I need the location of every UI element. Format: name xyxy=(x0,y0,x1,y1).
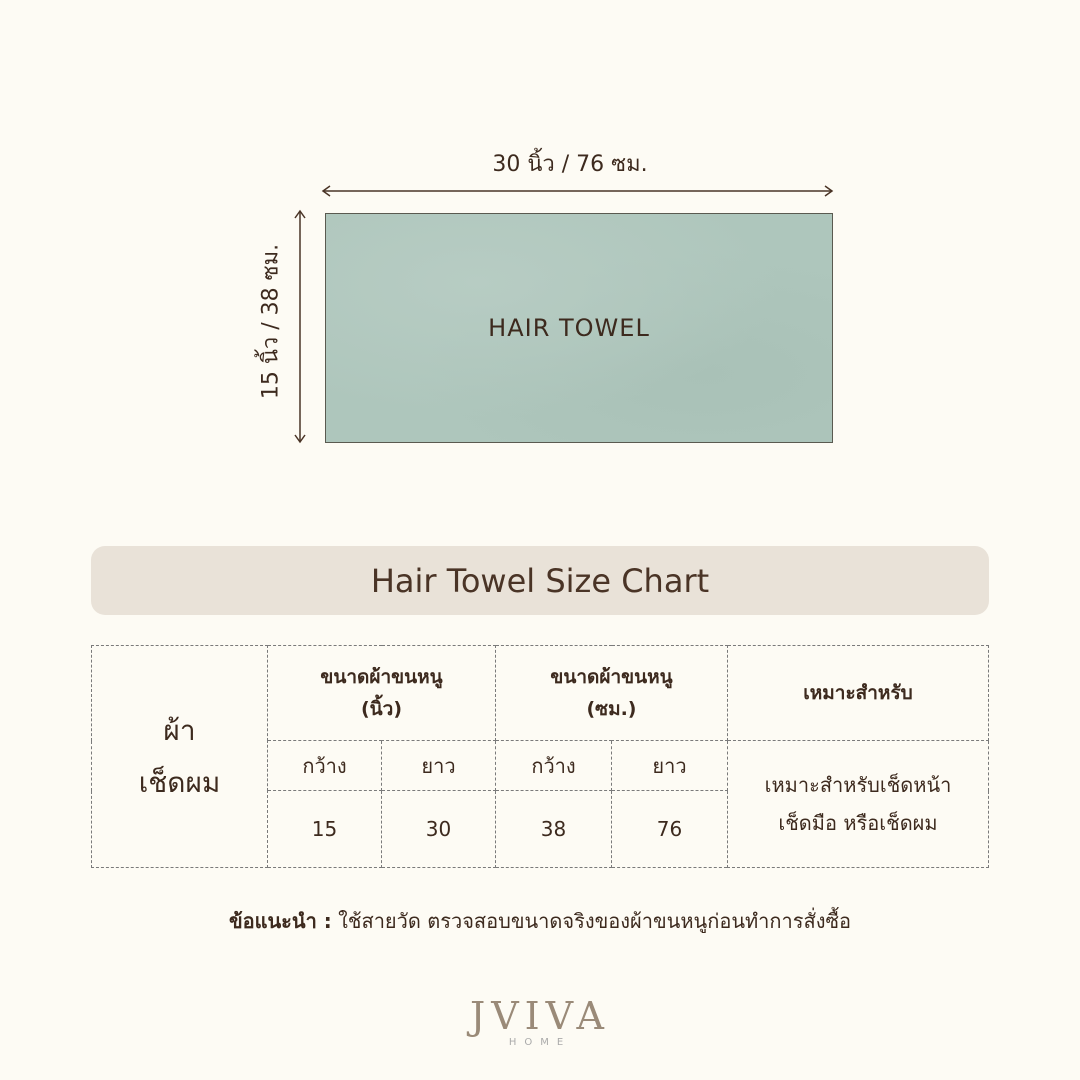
towel-label: HAIR TOWEL xyxy=(488,314,650,342)
header-suitable-for: เหมาะสำหรับ xyxy=(727,645,989,741)
note-label: ข้อแนะนำ : xyxy=(228,909,332,933)
height-dimension-label: 15 นิ้ว / 38 ซม. xyxy=(258,243,284,400)
inch-length-value: 30 xyxy=(381,790,496,868)
cm-length-label: ยาว xyxy=(611,740,728,791)
cm-width-label: กว้าง xyxy=(495,740,612,791)
size-table: ผ้า เช็ดผม ขนาดผ้าขนหนู (นิ้ว) ขนาดผ้าขน… xyxy=(91,645,989,868)
page-title: Hair Towel Size Chart xyxy=(91,546,989,615)
brand-logo: JVIVA HOME xyxy=(440,995,640,1048)
cm-length-value: 76 xyxy=(611,790,728,868)
suitable-for-text: เหมาะสำหรับเช็ดหน้า เช็ดมือ หรือเช็ดผม xyxy=(727,740,989,868)
logo-brand: JVIVA xyxy=(470,994,610,1038)
header-size-cm: ขนาดผ้าขนหนู (ซม.) xyxy=(495,645,728,741)
header-size-inch: ขนาดผ้าขนหนู (นิ้ว) xyxy=(267,645,496,741)
width-dimension-label: 30 นิ้ว / 76 ซม. xyxy=(492,152,648,177)
towel-image: HAIR TOWEL xyxy=(325,213,833,443)
recommendation-note: ข้อแนะนำ : ใช้สายวัด ตรวจสอบขนาดจริงของผ… xyxy=(0,905,1080,937)
dimension-arrows xyxy=(294,185,834,444)
product-name: ผ้า เช็ดผม xyxy=(91,645,268,868)
inch-width-value: 15 xyxy=(267,790,382,868)
inch-width-label: กว้าง xyxy=(267,740,382,791)
inch-length-label: ยาว xyxy=(381,740,496,791)
note-text: ใช้สายวัด ตรวจสอบขนาดจริงของผ้าขนหนูก่อน… xyxy=(331,909,852,933)
logo-sub: HOME xyxy=(508,1037,572,1048)
cm-width-value: 38 xyxy=(495,790,612,868)
